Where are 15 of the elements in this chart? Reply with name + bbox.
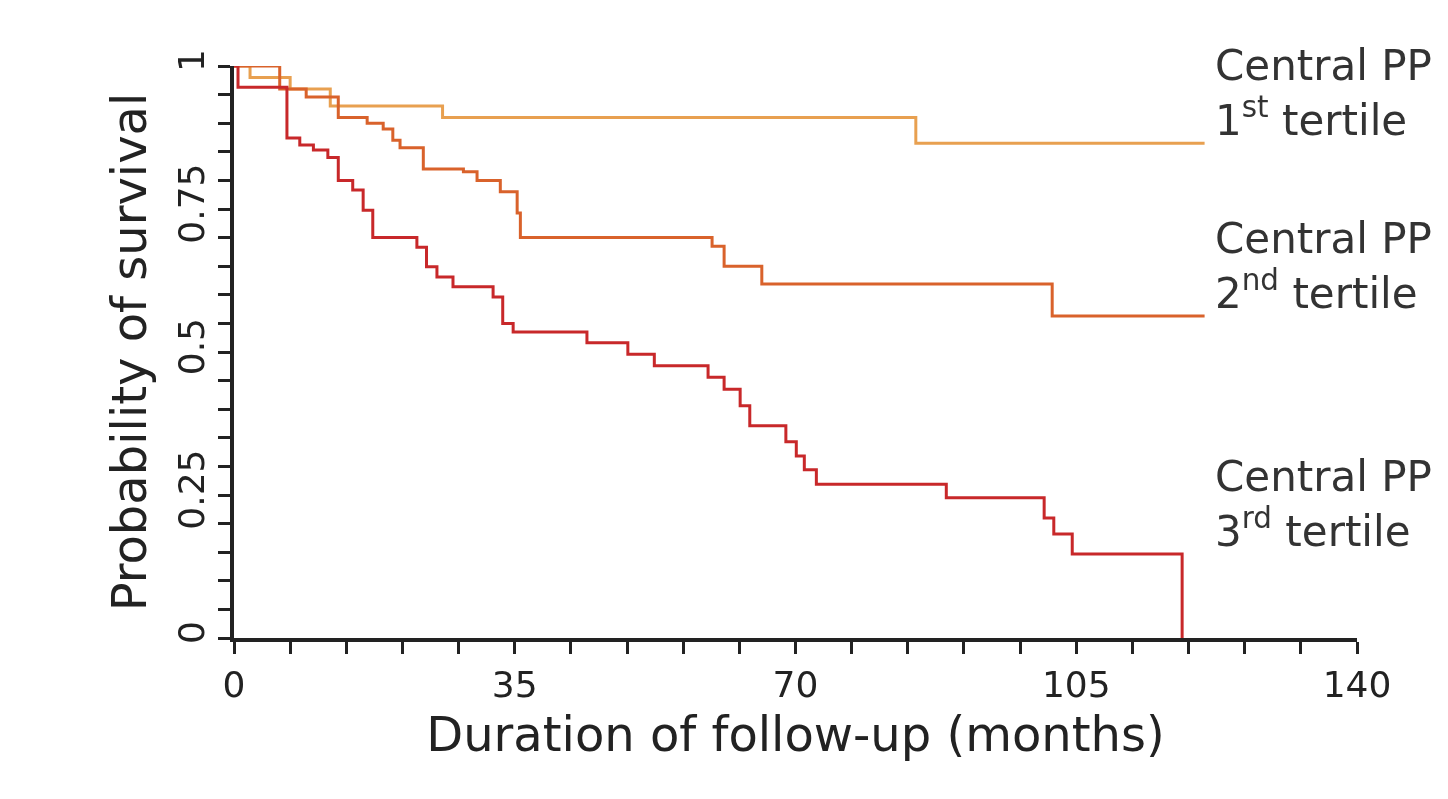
y-tick-label: 0.5 [170, 317, 212, 376]
x-tick-label: 35 [491, 664, 538, 706]
y-tick-label: 0.25 [170, 449, 212, 530]
y-axis-title: Probability of survival [100, 92, 157, 612]
series-label: Central PP 1$^{st}$ tertile [1215, 41, 1432, 145]
x-tick-label: 70 [772, 664, 819, 706]
x-tick-label: 105 [1041, 664, 1111, 706]
series-label: Central PP 2$^{nd}$ tertile [1215, 214, 1432, 318]
x-axis-title: Duration of follow-up (months) [426, 705, 1165, 762]
series-label: Central PP 3$^{rd}$ tertile [1215, 452, 1432, 556]
y-tick-label: 1 [170, 49, 212, 73]
x-tick-label: 0 [222, 664, 246, 706]
x-tick-label: 140 [1322, 664, 1392, 706]
y-tick-label: 0.75 [170, 163, 212, 244]
y-tick-label: 0 [170, 621, 212, 645]
